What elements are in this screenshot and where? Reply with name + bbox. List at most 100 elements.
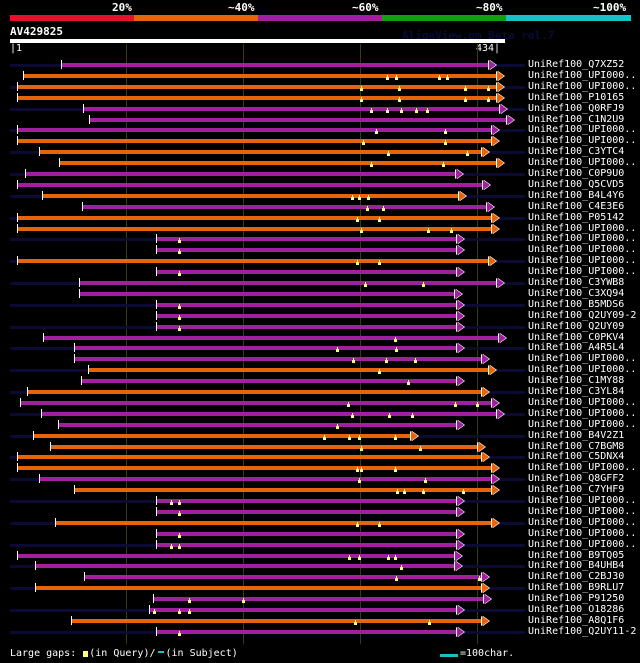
hit-label[interactable]: UniRef100_B4L4Y6 <box>528 189 625 201</box>
hit-label[interactable]: UniRef100_UPI000.. <box>528 407 637 419</box>
hit-bar[interactable] <box>38 477 493 482</box>
hit-label[interactable]: UniRef100_B5MDS6 <box>528 298 625 310</box>
hit-label[interactable]: UniRef100_O18286 <box>528 604 625 615</box>
alignment-row[interactable]: UniRef100_UPI000.. <box>0 135 640 147</box>
alignment-row[interactable]: UniRef100_Q8GFF2 <box>0 473 640 485</box>
hit-bar[interactable] <box>20 400 493 405</box>
hit-bar[interactable] <box>16 553 455 558</box>
hit-label[interactable]: UniRef100_UPI000.. <box>528 157 637 169</box>
hit-bar[interactable] <box>70 618 483 623</box>
hit-bar[interactable] <box>87 368 489 373</box>
hit-bar[interactable] <box>152 597 485 602</box>
alignment-row[interactable]: UniRef100_C7YHF9 <box>0 484 640 496</box>
hit-label[interactable]: UniRef100_Q0RFJ9 <box>528 102 625 114</box>
alignment-row[interactable]: UniRef100_UPI000.. <box>0 80 640 93</box>
hit-label[interactable]: UniRef100_UPI000.. <box>528 462 637 474</box>
hit-label[interactable]: UniRef100_Q5CVD5 <box>528 178 625 190</box>
hit-label[interactable]: UniRef100_C3XQ94 <box>528 287 625 299</box>
alignment-row[interactable]: UniRef100_Q5CVD5 <box>0 178 640 191</box>
alignment-row[interactable]: UniRef100_Q2UY09-2 <box>0 310 640 322</box>
hit-label[interactable]: UniRef100_C7BGM8 <box>528 440 625 452</box>
hit-label[interactable]: UniRef100_P10165 <box>528 91 625 103</box>
alignment-row[interactable]: UniRef100_C3YL84 <box>0 386 640 398</box>
hit-bar[interactable] <box>16 259 489 264</box>
hit-bar[interactable] <box>35 564 455 569</box>
hit-bar[interactable] <box>42 193 460 198</box>
hit-bar[interactable] <box>61 63 489 67</box>
alignment-row[interactable]: UniRef100_UPI000.. <box>0 407 640 420</box>
alignment-row[interactable]: UniRef100_Q0RFJ9 <box>0 102 640 115</box>
hit-bar[interactable] <box>35 586 483 591</box>
hit-label[interactable]: UniRef100_UPI000.. <box>528 266 637 278</box>
hit-bar[interactable] <box>74 357 483 362</box>
hit-label[interactable]: UniRef100_UPI000.. <box>528 135 637 147</box>
hit-label[interactable]: UniRef100_UPI000.. <box>528 538 637 550</box>
hit-label[interactable]: UniRef100_B9TQ05 <box>528 549 625 561</box>
hit-label[interactable]: UniRef100_B9RLU7 <box>528 582 625 594</box>
hit-label[interactable]: UniRef100_C0P9U0 <box>528 168 625 179</box>
alignment-row[interactable]: UniRef100_B9TQ05 <box>0 549 640 562</box>
hit-label[interactable]: UniRef100_A8Q1F6 <box>528 614 625 626</box>
hit-bar[interactable] <box>16 215 493 220</box>
hit-label[interactable]: UniRef100_C4E3E6 <box>528 200 625 212</box>
alignment-row[interactable]: UniRef100_UPI000.. <box>0 495 640 507</box>
hit-label[interactable]: UniRef100_UPI000.. <box>528 505 637 517</box>
hit-bar[interactable] <box>16 84 497 89</box>
hit-bar[interactable] <box>16 182 484 187</box>
hit-bar[interactable] <box>16 455 483 460</box>
alignment-row[interactable]: UniRef100_UPI000.. <box>0 397 640 409</box>
hit-bar[interactable] <box>59 161 497 166</box>
hit-bar[interactable] <box>58 422 457 427</box>
hit-label[interactable]: UniRef100_UPI000.. <box>528 516 637 528</box>
hit-label[interactable]: UniRef100_UPI000.. <box>528 255 637 267</box>
hit-label[interactable]: UniRef100_C3YL84 <box>528 386 625 397</box>
hit-label[interactable]: UniRef100_UPI000.. <box>528 527 637 539</box>
hit-bar[interactable] <box>156 499 457 503</box>
alignment-row[interactable]: UniRef100_C3YWB8 <box>0 277 640 289</box>
hit-label[interactable]: UniRef100_C1MY88 <box>528 375 625 387</box>
hit-label[interactable]: UniRef100_UPI000.. <box>528 124 637 136</box>
alignment-row[interactable]: UniRef100_C1MY88 <box>0 375 640 387</box>
hit-bar[interactable] <box>156 313 457 318</box>
hit-bar[interactable] <box>16 128 493 133</box>
alignment-row[interactable]: UniRef100_UPI000.. <box>0 244 640 256</box>
hit-bar[interactable] <box>156 237 457 242</box>
alignment-row[interactable]: UniRef100_C0P9U0 <box>0 168 640 180</box>
alignment-row[interactable]: UniRef100_B4V2Z1 <box>0 430 640 442</box>
hit-label[interactable]: UniRef100_C2BJ30 <box>528 571 625 583</box>
hit-bar[interactable] <box>50 444 478 449</box>
alignment-row[interactable]: UniRef100_UPI000.. <box>0 516 640 529</box>
alignment-row[interactable]: UniRef100_B4L4Y6 <box>0 189 640 202</box>
alignment-row[interactable]: UniRef100_P10165 <box>0 91 640 104</box>
hit-label[interactable]: UniRef100_C3YWB8 <box>528 277 625 288</box>
hit-label[interactable]: UniRef100_P91250 <box>528 593 625 605</box>
alignment-row[interactable]: UniRef100_B5MDS6 <box>0 298 640 311</box>
hit-bar[interactable] <box>80 379 457 384</box>
alignment-row[interactable]: UniRef100_UPI000.. <box>0 353 640 365</box>
alignment-row[interactable]: UniRef100_C1N2U9 <box>0 113 640 126</box>
hit-bar[interactable] <box>32 433 412 438</box>
alignment-row[interactable]: UniRef100_UPI000.. <box>0 462 640 474</box>
hit-label[interactable]: UniRef100_UPI000.. <box>528 80 637 92</box>
hit-label[interactable]: UniRef100_C1N2U9 <box>528 113 625 125</box>
alignment-row[interactable]: UniRef100_P05142 <box>0 211 640 224</box>
hit-bar[interactable] <box>43 335 500 340</box>
hit-label[interactable]: UniRef100_UPI000.. <box>528 233 637 245</box>
alignment-row[interactable]: UniRef100_UPI000.. <box>0 505 640 518</box>
hit-label[interactable]: UniRef100_UPI000.. <box>528 353 637 365</box>
alignment-row[interactable]: UniRef100_C0PKV4 <box>0 331 640 344</box>
hit-bar[interactable] <box>54 520 493 525</box>
hit-label[interactable]: UniRef100_C5DNX4 <box>528 451 625 463</box>
hit-label[interactable]: UniRef100_P05142 <box>528 211 625 223</box>
hit-bar[interactable] <box>156 324 457 329</box>
alignment-row[interactable]: UniRef100_Q2UY09 <box>0 321 640 333</box>
alignment-row[interactable]: UniRef100_C5DNX4 <box>0 451 640 463</box>
alignment-row[interactable]: UniRef100_UPI000.. <box>0 364 640 376</box>
hit-label[interactable]: UniRef100_C3YTC4 <box>528 146 625 158</box>
hit-label[interactable]: UniRef100_UPI000.. <box>528 495 637 506</box>
hit-bar[interactable] <box>38 150 483 155</box>
hit-bar[interactable] <box>156 629 457 634</box>
alignment-row[interactable]: UniRef100_C3XQ94 <box>0 287 640 300</box>
alignment-row[interactable]: UniRef100_B4UHB4 <box>0 560 640 572</box>
hit-label[interactable]: UniRef100_C0PKV4 <box>528 331 625 343</box>
